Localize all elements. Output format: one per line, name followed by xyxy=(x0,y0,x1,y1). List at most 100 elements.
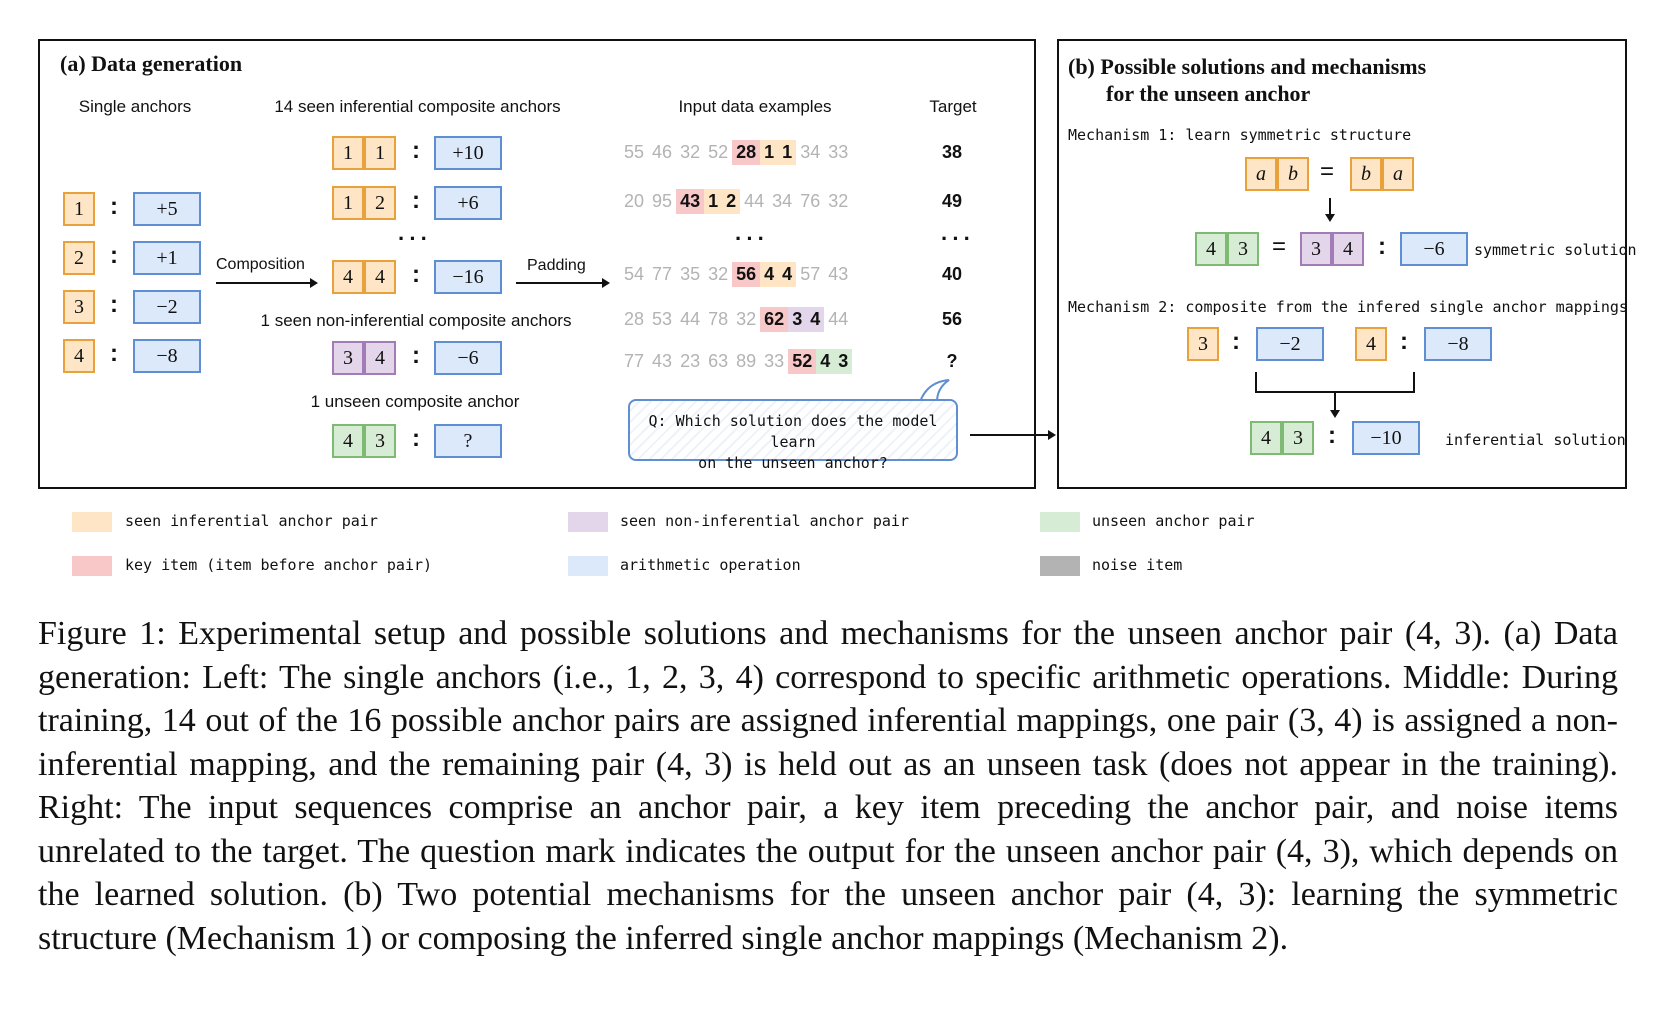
anchor-item: 2 xyxy=(722,189,741,214)
key-item: 62 xyxy=(760,307,789,332)
composition-bracket xyxy=(1255,372,1415,418)
callout-arrow xyxy=(970,430,1056,440)
noise-item: 78 xyxy=(708,309,729,329)
pair-first-cell: 1 xyxy=(332,186,364,220)
pair-first-cell: 4 xyxy=(1250,421,1282,455)
target-value: 38 xyxy=(941,142,963,162)
header-input-examples: Input data examples xyxy=(678,97,832,116)
noise-item: 55 xyxy=(624,142,645,162)
symbol-cell: b xyxy=(1350,157,1382,191)
legend-swatch xyxy=(72,512,112,532)
panel-b-title-line: (b) Possible solutions and mechanisms xyxy=(1068,54,1427,79)
symbol-cell: b xyxy=(1277,157,1309,191)
legend-swatch xyxy=(1040,512,1080,532)
noise-item: 53 xyxy=(652,309,673,329)
noise-item: 43 xyxy=(828,264,849,284)
colon: : xyxy=(110,242,118,269)
single-anchor-cell: 4 xyxy=(1355,327,1387,361)
symbol-cell: a xyxy=(1245,157,1277,191)
panel-b-title-line: for the unseen anchor xyxy=(1106,81,1311,106)
pair-second-cell: 2 xyxy=(364,186,396,220)
example-sequence: 28 53 44 78 32 62 3 4 44 xyxy=(620,307,852,332)
header-target: Target xyxy=(929,97,977,116)
figure-caption: Figure 1: Experimental setup and possibl… xyxy=(38,615,1618,957)
ellipsis: ··· xyxy=(735,226,769,251)
colon: : xyxy=(110,193,118,220)
legend-label: arithmetic operation xyxy=(620,556,801,574)
noise-item: 32 xyxy=(828,191,849,211)
noise-item: 54 xyxy=(624,264,645,284)
colon: : xyxy=(1232,328,1240,355)
legend-swatch xyxy=(1040,556,1080,576)
example-sequence: 55 46 32 52 28 1 1 34 33 xyxy=(620,140,852,165)
padding-label: Padding xyxy=(527,257,586,274)
panel-b-title: (b) Possible solutions and mechanisms fo… xyxy=(1068,53,1426,107)
colon: : xyxy=(1378,233,1386,260)
pair-first-cell: 3 xyxy=(332,341,364,375)
target-value: 49 xyxy=(941,191,963,211)
single-anchor-cell: 3 xyxy=(63,290,95,324)
colon: : xyxy=(110,291,118,318)
noise-item: 35 xyxy=(680,264,701,284)
pair-first-cell: 4 xyxy=(332,424,364,458)
noise-item: 77 xyxy=(624,351,645,371)
noise-item: 89 xyxy=(736,351,757,371)
ellipsis: ··· xyxy=(941,226,975,251)
anchor-item: 4 xyxy=(806,307,825,332)
arithmetic-op-cell: −8 xyxy=(1424,327,1492,361)
noise-item: 32 xyxy=(736,309,757,329)
mech1-down-arrow xyxy=(1325,198,1335,222)
noise-item: 43 xyxy=(652,351,673,371)
anchor-item: 1 xyxy=(778,140,797,165)
question-line: Q: Which solution does the model learn xyxy=(648,412,938,451)
legend-label: unseen anchor pair xyxy=(1092,512,1255,530)
noise-item: 76 xyxy=(800,191,821,211)
anchor-item: 3 xyxy=(788,307,807,332)
inferential-solution-label: inferential solution xyxy=(1445,431,1626,449)
panel-a-title: (a) Data generation xyxy=(60,51,243,76)
colon: : xyxy=(412,342,420,369)
arithmetic-op-cell: −8 xyxy=(133,339,201,373)
arithmetic-op-cell: −10 xyxy=(1352,421,1420,455)
legend-label: seen inferential anchor pair xyxy=(125,512,378,530)
colon: : xyxy=(412,261,420,288)
pair-second-cell: 3 xyxy=(364,424,396,458)
question-line: on the unseen anchor? xyxy=(698,454,888,472)
noise-item: 44 xyxy=(680,309,701,329)
anchor-item: 1 xyxy=(704,189,723,214)
legend-swatch xyxy=(72,556,112,576)
single-anchor-cell: 2 xyxy=(63,241,95,275)
noise-item: 34 xyxy=(800,142,821,162)
single-anchor-cell: 4 xyxy=(63,339,95,373)
mechanism-1-label: Mechanism 1: learn symmetric structure xyxy=(1068,126,1412,144)
arithmetic-op-cell: −2 xyxy=(133,290,201,324)
legend-label: noise item xyxy=(1092,556,1183,574)
key-item: 52 xyxy=(788,349,817,374)
noise-item: 33 xyxy=(828,142,849,162)
padding-arrow xyxy=(516,278,610,288)
anchor-item: 4 xyxy=(778,262,797,287)
pair-second-cell: 3 xyxy=(1282,421,1314,455)
noise-item: 44 xyxy=(828,309,849,329)
symbol-cell: a xyxy=(1382,157,1414,191)
legend-label: key item (item before anchor pair) xyxy=(125,556,433,574)
noise-item: 23 xyxy=(680,351,701,371)
colon: : xyxy=(412,425,420,452)
example-sequence: 20 95 43 1 2 44 34 76 32 xyxy=(620,189,852,214)
colon: : xyxy=(1400,328,1408,355)
single-anchor-cell: 3 xyxy=(1187,327,1219,361)
pair-first-cell: 1 xyxy=(332,136,364,170)
noise-item: 32 xyxy=(708,264,729,284)
colon: : xyxy=(110,340,118,367)
arithmetic-op-cell: −6 xyxy=(1400,232,1468,266)
target-value: 56 xyxy=(941,309,963,329)
noise-item: 20 xyxy=(624,191,645,211)
noise-item: 57 xyxy=(800,264,821,284)
noise-item: 34 xyxy=(772,191,793,211)
callout-tail xyxy=(919,379,950,403)
mechanism-2-label: Mechanism 2: composite from the infered … xyxy=(1068,298,1628,316)
header-single-anchors: Single anchors xyxy=(78,97,192,116)
arithmetic-op-cell: +6 xyxy=(434,186,502,220)
arithmetic-op-cell: +1 xyxy=(133,241,201,275)
arithmetic-op-cell: −6 xyxy=(434,341,502,375)
